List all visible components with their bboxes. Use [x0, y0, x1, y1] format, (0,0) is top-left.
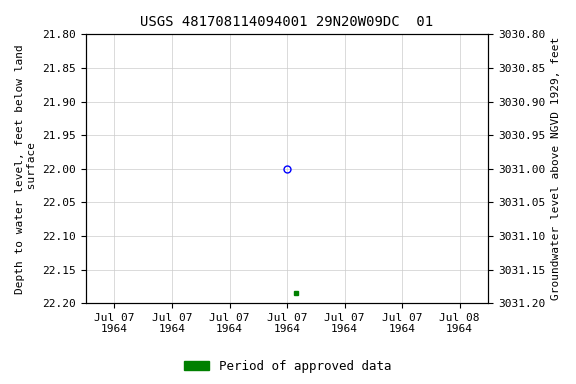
Y-axis label: Depth to water level, feet below land
 surface: Depth to water level, feet below land su…	[15, 44, 37, 294]
Y-axis label: Groundwater level above NGVD 1929, feet: Groundwater level above NGVD 1929, feet	[551, 37, 561, 300]
Legend: Period of approved data: Period of approved data	[179, 355, 397, 378]
Title: USGS 481708114094001 29N20W09DC  01: USGS 481708114094001 29N20W09DC 01	[141, 15, 434, 29]
